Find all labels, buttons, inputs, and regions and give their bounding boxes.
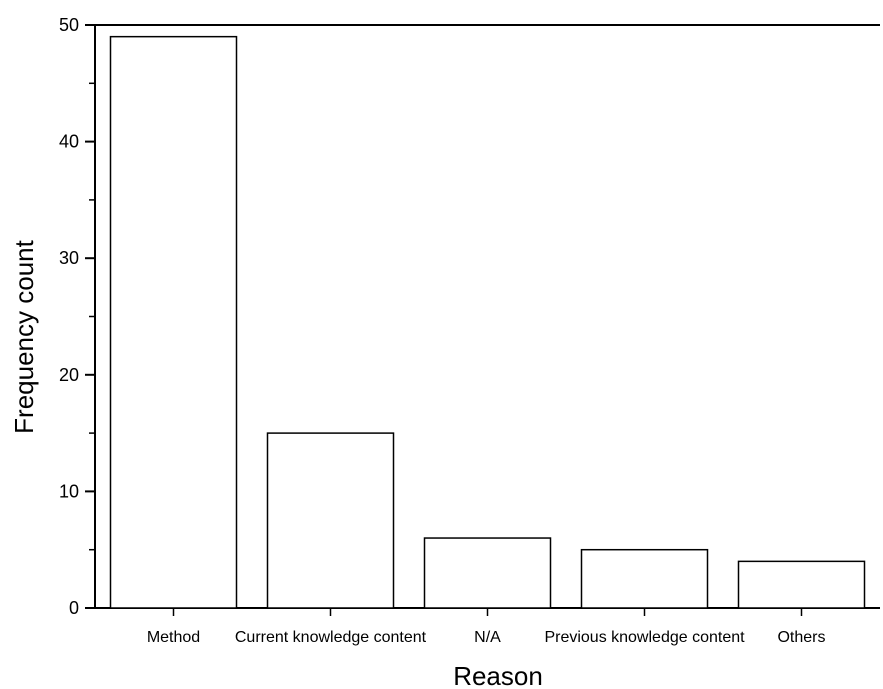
- x-tick-label: Method: [147, 629, 200, 646]
- bar: [737, 560, 866, 609]
- y-tick-label: 30: [59, 248, 79, 268]
- y-axis-ticks: 0 10 20 30 40 50: [59, 15, 95, 618]
- y-tick-label: 0: [69, 598, 79, 618]
- y-tick-label: 10: [59, 481, 79, 501]
- y-axis-title: Frequency count: [9, 239, 39, 433]
- y-tick-label: 20: [59, 365, 79, 385]
- bar: [580, 548, 709, 609]
- x-tick-label: Current knowledge content: [235, 629, 427, 646]
- y-tick-label: 50: [59, 15, 79, 35]
- bar: [423, 537, 552, 609]
- x-tick-label: Previous knowledge content: [544, 629, 745, 646]
- y-tick-label: 40: [59, 132, 79, 152]
- x-tick-label: Others: [777, 629, 825, 646]
- x-axis-title: Reason: [453, 661, 543, 689]
- x-tick-label: N/A: [474, 629, 501, 646]
- bars-group: [109, 35, 866, 609]
- x-axis-ticks: Method Current knowledge content N/A Previo…: [147, 608, 826, 646]
- bar: [109, 35, 238, 609]
- bar: [266, 432, 395, 609]
